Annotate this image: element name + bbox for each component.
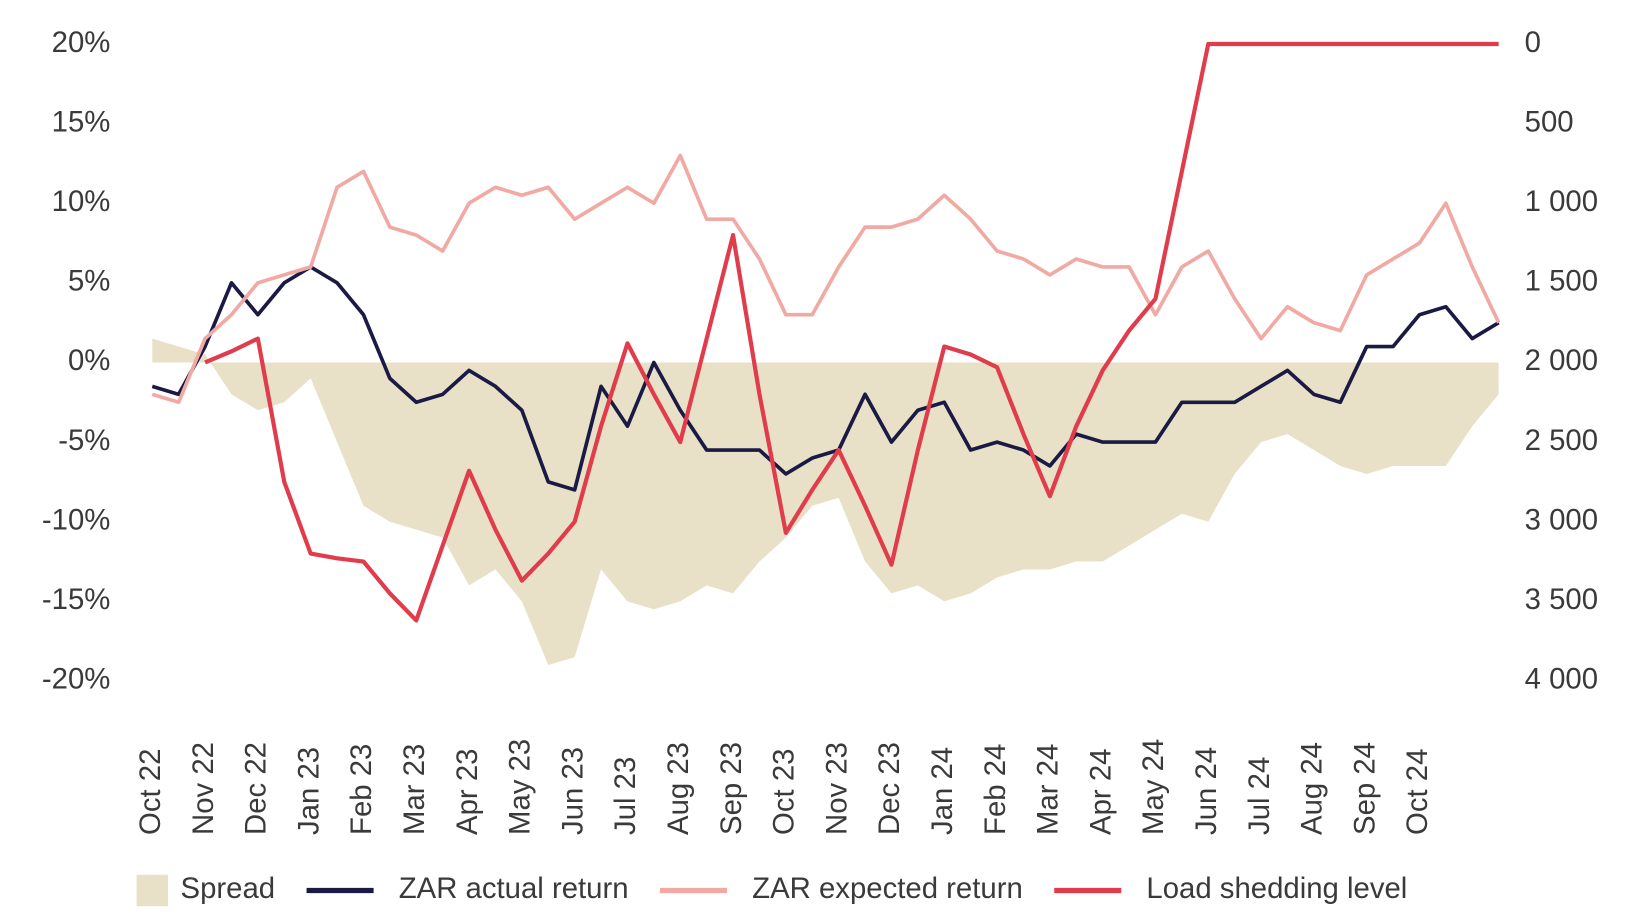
line [151,265,1500,492]
legend-label: ZAR expected return [752,872,1023,905]
x-tick-label: Jun 23 [556,747,589,835]
y-tick-label: -15% [42,583,110,616]
legend-item: ZAR expected return [660,872,1023,905]
y-tick-label: -10% [42,503,110,536]
x-tick-label: Feb 23 [345,744,378,835]
x-tick-label: Oct 24 [1401,749,1434,835]
x-tick-label: Jan 24 [926,747,959,835]
y2-tick-label: 4 000 [1525,663,1598,696]
x-tick-label: Aug 24 [1296,742,1329,835]
x-tick-label: May 24 [1137,739,1170,835]
line [204,41,1499,623]
x-tick-label: Jul 24 [1243,757,1276,835]
y-tick-label: 20% [52,26,111,59]
legend-item: ZAR actual return [306,872,629,905]
y2-tick-label: 2 000 [1525,344,1598,377]
x-tick-label: Sep 23 [715,742,748,835]
x-tick-label: Feb 24 [979,744,1012,835]
x-tick-label: Sep 24 [1348,742,1381,835]
legend-label: Spread [181,872,276,905]
y-tick-label: -20% [42,663,110,696]
y-tick-label: -5% [58,424,110,457]
x-tick-label: Nov 22 [187,742,220,835]
area [152,338,1499,666]
y2-tick-label: 0 [1525,26,1541,59]
legend-swatch [136,874,168,907]
legend-label: ZAR actual return [399,872,629,905]
x-tick-label: May 23 [504,739,537,835]
y2-tick-label: 1 000 [1525,185,1598,218]
y2-tick-label: 3 500 [1525,583,1598,616]
x-tick-label: Oct 22 [134,749,167,835]
y2-tick-label: 500 [1525,105,1574,138]
x-tick-label: Mar 24 [1032,744,1065,835]
legend-label: Load shedding level [1146,872,1407,905]
y-tick-label: 5% [68,265,110,298]
x-tick-label: Jul 23 [609,757,642,835]
x-tick-label: Nov 23 [820,742,853,835]
x-tick-label: Jun 24 [1190,747,1223,835]
x-tick-label: Mar 23 [398,744,431,835]
x-tick-label: Apr 23 [451,749,484,835]
y-tick-label: 15% [52,105,111,138]
x-tick-label: Jan 23 [292,747,325,835]
x-tick-label: Dec 22 [240,742,273,835]
y-tick-label: 10% [52,185,111,218]
x-tick-label: Oct 23 [768,749,801,835]
x-tick-label: Dec 23 [873,742,906,835]
line [151,153,1501,405]
x-tick-label: Apr 24 [1084,749,1117,835]
x-tick-label: Aug 23 [662,742,695,835]
y2-tick-label: 3 000 [1525,503,1598,536]
y2-tick-label: 1 500 [1525,265,1598,298]
legend-item: Load shedding level [1054,872,1407,905]
legend-item: Spread [136,872,276,907]
y-tick-label: 0% [68,344,110,377]
y2-tick-label: 2 500 [1525,424,1598,457]
